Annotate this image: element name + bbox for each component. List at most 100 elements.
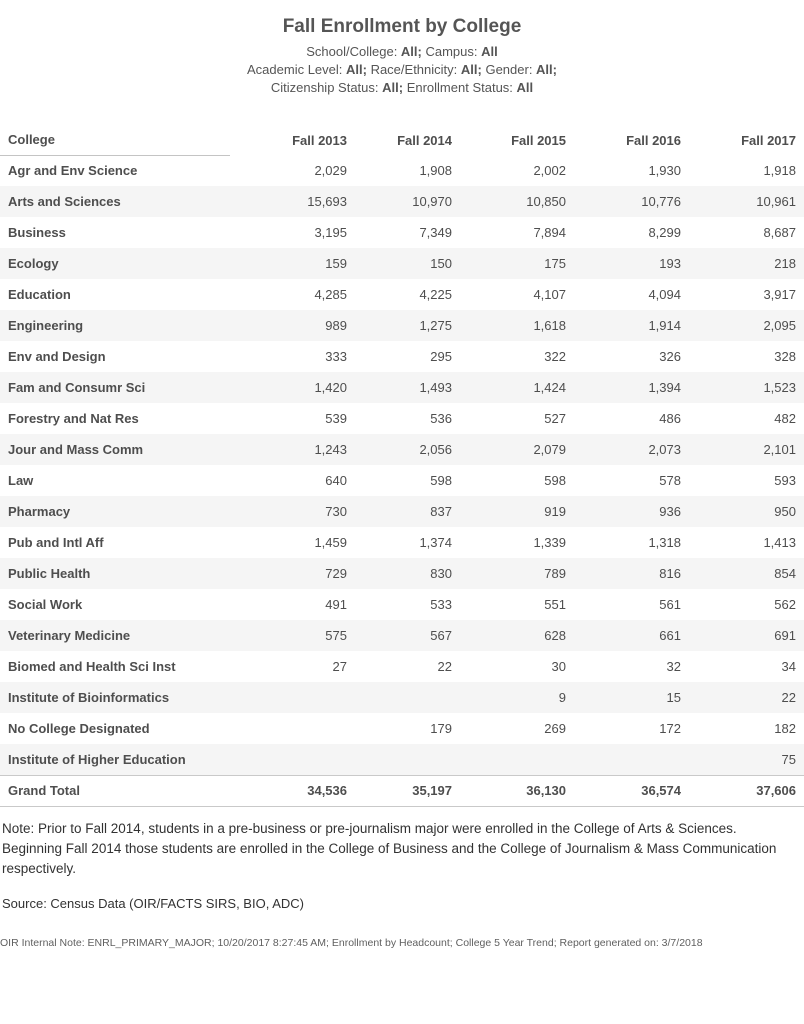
- row-label: Social Work: [8, 597, 83, 612]
- cell-value: 295: [430, 349, 452, 364]
- cell-value: 2,056: [419, 442, 452, 457]
- cell-value: 598: [430, 473, 452, 488]
- table-row: Jour and Mass Comm 1,243 2,056 2,079 2,073 2,…: [0, 434, 804, 465]
- table-row: Env and Design 333 295 322 326 328: [0, 341, 804, 372]
- cell-value: 10,776: [641, 194, 681, 209]
- cell-value: 2,073: [648, 442, 681, 457]
- cell-value: 1,914: [648, 318, 681, 333]
- cell-value: 159: [325, 256, 347, 271]
- column-header-fall-2015: Fall 2015: [511, 132, 566, 148]
- cell-value: 729: [325, 566, 347, 581]
- table-row: Institute of Bioinformatics 9 15 22: [0, 682, 804, 713]
- cell-value: 628: [544, 628, 566, 643]
- cell-value: 328: [774, 349, 796, 364]
- row-label: Ecology: [8, 256, 59, 271]
- cell-value: 598: [544, 473, 566, 488]
- cell-value: 1,618: [533, 318, 566, 333]
- cell-value: 551: [544, 597, 566, 612]
- cell-value: 179: [430, 721, 452, 736]
- filter-label: Enrollment Status:: [403, 80, 517, 95]
- grand-total-row: Grand Total 34,536 35,197 36,130 36,574 37,60…: [0, 774, 804, 807]
- cell-value: 8,299: [648, 225, 681, 240]
- table-row: Arts and Sciences 15,693 10,970 10,850 10,77…: [0, 186, 804, 217]
- cell-value: 150: [430, 256, 452, 271]
- cell-value: 491: [325, 597, 347, 612]
- cell-value: 3,917: [763, 287, 796, 302]
- row-label: Education: [8, 287, 71, 302]
- filter-value: All: [481, 44, 498, 59]
- cell-value: 1,523: [763, 380, 796, 395]
- cell-value: 15: [666, 690, 681, 705]
- cell-value: 36,130: [460, 774, 574, 807]
- cell-value: 32: [666, 659, 681, 674]
- cell-value: 22: [781, 690, 796, 705]
- table-row: Public Health 729 830 789 816 854: [0, 558, 804, 589]
- cell-value: 326: [659, 349, 681, 364]
- cell-value: 4,094: [648, 287, 681, 302]
- cell-value: [230, 713, 355, 744]
- cell-value: 691: [774, 628, 796, 643]
- source-note: Source: Census Data (OIR/FACTS SIRS, BIO…: [2, 895, 304, 911]
- filter-label: Campus:: [421, 44, 482, 59]
- table-row: Veterinary Medicine 575 567 628 661 691: [0, 620, 804, 651]
- row-label: Business: [8, 225, 66, 240]
- cell-value: [355, 744, 460, 775]
- column-header-fall-2013: Fall 2013: [292, 132, 347, 148]
- row-label: Institute of Bioinformatics: [8, 690, 170, 705]
- cell-value: 36,574: [574, 774, 689, 807]
- cell-value: 30: [551, 659, 566, 674]
- cell-value: 175: [544, 256, 566, 271]
- cell-value: 2,079: [533, 442, 566, 457]
- cell-value: 1,394: [648, 380, 681, 395]
- row-label: Public Health: [8, 566, 91, 581]
- cell-value: 75: [781, 751, 796, 767]
- cell-value: 1,275: [419, 318, 452, 333]
- cell-value: [460, 744, 574, 775]
- cell-value: 837: [430, 504, 452, 519]
- column-header-fall-2014: Fall 2014: [397, 132, 452, 148]
- row-label: Engineering: [8, 318, 84, 333]
- table-header-row: College Fall 2013 Fall 2014 Fall 2015 Fa…: [0, 125, 804, 156]
- table-row: Fam and Consumr Sci 1,420 1,493 1,424 1,394 1…: [0, 372, 804, 403]
- cell-value: 4,285: [314, 287, 347, 302]
- table-row: Pub and Intl Aff 1,459 1,374 1,339 1,318 1,41…: [0, 527, 804, 558]
- table-row: Ecology 159 150 175 193 218: [0, 248, 804, 279]
- cell-value: 37,606: [689, 774, 804, 807]
- filter-label: School/College:: [306, 44, 401, 59]
- cell-value: 533: [430, 597, 452, 612]
- filter-value: All;: [382, 80, 404, 95]
- cell-value: 7,349: [419, 225, 452, 240]
- cell-value: 172: [659, 721, 681, 736]
- cell-value: [230, 744, 355, 775]
- table-row: Business 3,195 7,349 7,894 8,299 8,687: [0, 217, 804, 248]
- cell-value: 2,095: [763, 318, 796, 333]
- row-label: Env and Design: [8, 349, 106, 364]
- cell-value: 536: [430, 411, 452, 426]
- cell-value: 575: [325, 628, 347, 643]
- cell-value: 816: [659, 566, 681, 581]
- cell-value: [230, 682, 355, 713]
- cell-value: 567: [430, 628, 452, 643]
- internal-note: OIR Internal Note: ENRL_PRIMARY_MAJOR; 1…: [0, 936, 703, 949]
- cell-value: 1,243: [314, 442, 347, 457]
- filter-label: Academic Level:: [247, 62, 346, 77]
- filter-value: All: [516, 80, 534, 95]
- row-label: Agr and Env Science: [8, 163, 138, 179]
- row-label: Grand Total: [0, 774, 230, 807]
- filter-summary-line-2: Academic Level: All; Race/Ethnicity: All…: [0, 61, 804, 79]
- cell-value: 2,002: [533, 163, 566, 178]
- table-row: Biomed and Health Sci Inst 27 22 30 32 34: [0, 651, 804, 682]
- filter-value: All;: [460, 62, 482, 77]
- cell-value: 640: [325, 473, 347, 488]
- cell-value: 578: [659, 473, 681, 488]
- footnote: Note: Prior to Fall 2014, students in a …: [2, 820, 777, 876]
- cell-value: 539: [325, 411, 347, 426]
- cell-value: 7,894: [533, 225, 566, 240]
- cell-value: 218: [774, 256, 796, 271]
- column-header-college: College: [0, 125, 230, 156]
- cell-value: 34,536: [230, 774, 355, 807]
- cell-value: 989: [325, 318, 347, 333]
- cell-value: 854: [774, 566, 796, 581]
- table-row: Engineering 989 1,275 1,618 1,914 2,095: [0, 310, 804, 341]
